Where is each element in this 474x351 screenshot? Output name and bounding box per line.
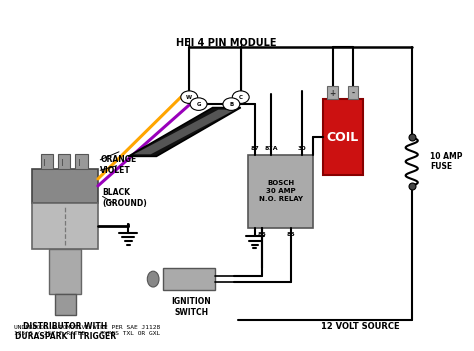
Bar bbox=[58, 154, 70, 168]
Bar bbox=[248, 154, 313, 228]
Circle shape bbox=[190, 98, 207, 110]
Bar bbox=[164, 268, 215, 290]
Text: VIOLET: VIOLET bbox=[100, 166, 131, 175]
Text: 87A: 87A bbox=[264, 146, 278, 151]
Text: 86: 86 bbox=[257, 232, 266, 237]
Text: COIL: COIL bbox=[327, 131, 359, 144]
Text: G: G bbox=[196, 101, 201, 107]
Text: W: W bbox=[186, 95, 192, 100]
Text: BOSCH
30 AMP
N.O. RELAY: BOSCH 30 AMP N.O. RELAY bbox=[258, 180, 302, 202]
Text: BLACK
(GROUND): BLACK (GROUND) bbox=[102, 188, 147, 208]
Bar bbox=[32, 168, 98, 203]
Circle shape bbox=[181, 91, 198, 104]
Text: 12 VOLT SOURCE: 12 VOLT SOURCE bbox=[321, 323, 400, 331]
Bar bbox=[323, 99, 363, 176]
Bar bbox=[328, 86, 337, 99]
Text: +: + bbox=[329, 89, 336, 98]
Text: 87: 87 bbox=[250, 146, 259, 151]
Text: -: - bbox=[351, 89, 354, 98]
Text: C: C bbox=[239, 95, 243, 100]
Circle shape bbox=[223, 98, 240, 110]
Text: 10 AMP
FUSE: 10 AMP FUSE bbox=[430, 152, 463, 171]
Ellipse shape bbox=[147, 271, 159, 287]
Bar bbox=[49, 249, 82, 294]
Text: IGNITION
SWITCH: IGNITION SWITCH bbox=[172, 297, 211, 317]
Text: DISTRIBUTOR WITH
DURASPARK II TRIGGER: DISTRIBUTOR WITH DURASPARK II TRIGGER bbox=[15, 322, 116, 341]
Bar bbox=[41, 154, 53, 168]
Text: 85: 85 bbox=[286, 232, 295, 237]
Text: ORANGE: ORANGE bbox=[100, 155, 137, 164]
Text: B: B bbox=[229, 101, 234, 107]
Text: UNDERHOOD AUTOMOTIVE WIRE PER SAE J1128
125°C / 257°F RATED    TYPES TXL OR GXL: UNDERHOOD AUTOMOTIVE WIRE PER SAE J1128 … bbox=[14, 325, 160, 336]
Text: HEI 4 PIN MODULE: HEI 4 PIN MODULE bbox=[176, 38, 277, 48]
Polygon shape bbox=[128, 108, 241, 156]
Bar bbox=[55, 294, 76, 315]
Bar bbox=[75, 154, 88, 168]
Bar bbox=[347, 86, 358, 99]
Circle shape bbox=[232, 91, 249, 104]
Bar bbox=[32, 203, 98, 249]
Polygon shape bbox=[134, 110, 235, 154]
Text: 30: 30 bbox=[297, 146, 306, 151]
